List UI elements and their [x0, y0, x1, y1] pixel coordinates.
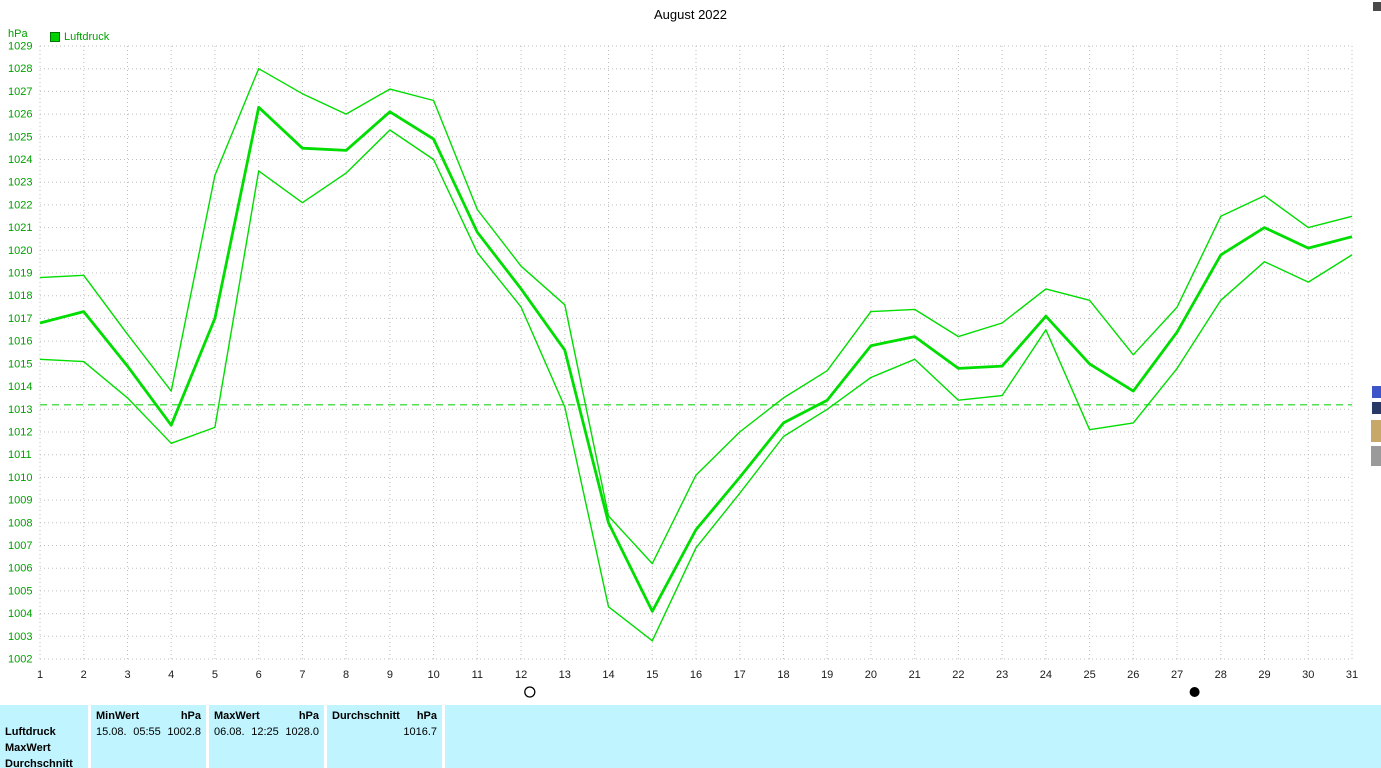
- x-tick-label: 18: [777, 669, 789, 681]
- max-value: 1028.0: [285, 726, 319, 738]
- x-tick-label: 28: [1215, 669, 1227, 681]
- x-tick-label: 10: [427, 669, 439, 681]
- y-tick-label: 1011: [8, 449, 32, 461]
- x-tick-label: 3: [124, 669, 130, 681]
- full-moon-icon: [524, 686, 536, 698]
- y-tick-label: 1021: [8, 222, 32, 234]
- series-MinWert: [39, 129, 1353, 642]
- stats-empty-header: [0, 708, 88, 724]
- x-tick-label: 29: [1258, 669, 1270, 681]
- x-tick-label: 16: [690, 669, 702, 681]
- min-date: 15.08.: [96, 726, 127, 738]
- legend-label: Luftdruck: [64, 31, 110, 43]
- y-tick-label: 1017: [8, 313, 32, 325]
- desktop-edge-artifact: [1371, 420, 1381, 442]
- x-tick-label: 17: [734, 669, 746, 681]
- desktop-edge-artifact: [1372, 386, 1381, 398]
- x-tick-label: 4: [168, 669, 174, 681]
- stats-row-label-maxwert: MaxWert: [5, 742, 51, 754]
- min-value: 1002.8: [167, 726, 201, 738]
- y-tick-label: 1008: [8, 517, 32, 529]
- avg-header-label: Durchschnitt: [332, 710, 400, 722]
- legend-color-swatch-icon: [50, 32, 60, 42]
- x-tick-label: 9: [387, 669, 393, 681]
- max-unit-label: hPa: [298, 710, 319, 722]
- stats-row-label-durchschnitt: Durchschnitt: [5, 758, 73, 768]
- max-time: 12:25: [251, 726, 279, 738]
- x-tick-label: 25: [1083, 669, 1095, 681]
- avg-unit-label: hPa: [416, 710, 437, 722]
- x-tick-label: 5: [212, 669, 218, 681]
- y-tick-label: 1024: [8, 154, 32, 166]
- x-tick-label: 30: [1302, 669, 1314, 681]
- new-moon-icon: [1189, 687, 1200, 697]
- y-tick-label: 1023: [8, 177, 32, 189]
- x-tick-label: 20: [865, 669, 877, 681]
- y-tick-label: 1004: [8, 608, 32, 620]
- chart-legend: Luftdruck: [50, 31, 109, 43]
- x-tick-label: 6: [256, 669, 262, 681]
- y-tick-label: 1029: [8, 41, 32, 53]
- y-tick-label: 1013: [8, 404, 32, 416]
- y-tick-label: 1002: [8, 654, 32, 666]
- statistics-panel: Luftdruck MaxWert Durchschnitt MinWert h…: [0, 705, 1381, 768]
- y-tick-label: 1026: [8, 109, 32, 121]
- y-tick-label: 1006: [8, 563, 32, 575]
- series-MaxWert: [39, 67, 1353, 565]
- stats-avg-cell: Durchschnitt hPa 1016.7: [327, 705, 442, 768]
- x-tick-label: 1: [37, 669, 43, 681]
- x-tick-label: 27: [1171, 669, 1183, 681]
- x-tick-label: 22: [952, 669, 964, 681]
- desktop-edge-artifact: [1371, 446, 1381, 466]
- min-time: 05:55: [133, 726, 161, 738]
- y-tick-label: 1019: [8, 268, 32, 280]
- x-tick-label: 7: [299, 669, 305, 681]
- avg-value: 1016.7: [403, 726, 437, 738]
- stats-panel-filler: [445, 705, 1381, 768]
- x-tick-label: 11: [472, 669, 483, 681]
- series-Durchschnitt: [39, 105, 1353, 613]
- desktop-edge-artifact: [1373, 2, 1381, 11]
- stats-max-cell: MaxWert hPa 06.08. 12:25 1028.0: [209, 705, 324, 768]
- y-tick-label: 1015: [8, 358, 32, 370]
- x-tick-label: 13: [559, 669, 571, 681]
- stats-row-labels: Luftdruck MaxWert Durchschnitt: [0, 705, 88, 768]
- chart-title: August 2022: [653, 7, 727, 22]
- y-tick-label: 1025: [8, 131, 32, 143]
- min-header-label: MinWert: [96, 710, 140, 722]
- min-unit-label: hPa: [180, 710, 201, 722]
- y-tick-label: 1018: [8, 290, 32, 302]
- x-tick-label: 21: [909, 669, 921, 681]
- max-date: 06.08.: [214, 726, 245, 738]
- x-tick-label: 19: [821, 669, 833, 681]
- desktop-edge-artifact: [1372, 402, 1381, 414]
- y-tick-label: 1003: [8, 631, 32, 643]
- y-tick-label: 1010: [8, 472, 32, 484]
- x-tick-label: 8: [343, 669, 349, 681]
- y-tick-label: 1028: [8, 63, 32, 75]
- x-tick-label: 12: [515, 669, 527, 681]
- pressure-chart-canvas[interactable]: 1002100310041005100610071008100910101011…: [0, 0, 1381, 700]
- x-tick-label: 15: [646, 669, 658, 681]
- x-tick-label: 2: [81, 669, 87, 681]
- y-axis-unit-label: hPa: [8, 28, 28, 40]
- y-tick-label: 1022: [8, 199, 32, 211]
- y-tick-label: 1009: [8, 495, 32, 507]
- x-tick-label: 26: [1127, 669, 1139, 681]
- x-tick-label: 24: [1040, 669, 1052, 681]
- y-tick-label: 1016: [8, 336, 32, 348]
- y-tick-label: 1005: [8, 585, 32, 597]
- x-tick-label: 23: [996, 669, 1008, 681]
- x-tick-label: 14: [602, 669, 614, 681]
- y-tick-label: 1012: [8, 427, 32, 439]
- y-tick-label: 1007: [8, 540, 32, 552]
- y-tick-label: 1027: [8, 86, 32, 98]
- y-tick-label: 1014: [8, 381, 32, 393]
- max-header-label: MaxWert: [214, 710, 260, 722]
- y-tick-label: 1020: [8, 245, 32, 257]
- x-tick-label: 31: [1346, 669, 1358, 681]
- stats-row-label-luftdruck: Luftdruck: [5, 726, 56, 738]
- stats-min-cell: MinWert hPa 15.08. 05:55 1002.8: [91, 705, 206, 768]
